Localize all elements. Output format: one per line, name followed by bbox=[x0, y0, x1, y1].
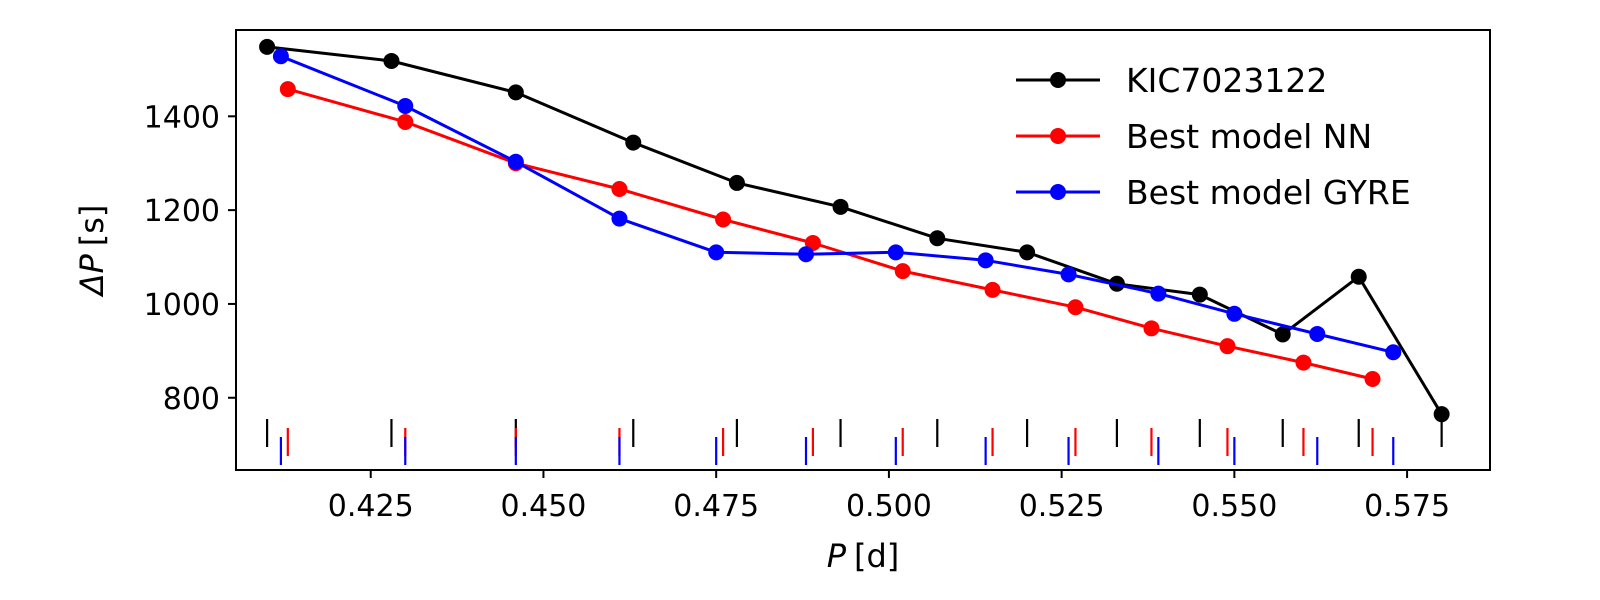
series-point-best-model-nn-1 bbox=[397, 113, 414, 130]
legend-label-best-model-nn: Best model NN bbox=[1126, 117, 1372, 156]
series-point-best-model-nn-9 bbox=[1143, 320, 1160, 337]
series-point-best-model-gyre-2 bbox=[507, 153, 524, 170]
series-point-best-model-gyre-10 bbox=[1226, 305, 1243, 322]
series-point-kic7023122-10 bbox=[1274, 326, 1291, 343]
series-point-kic7023122-7 bbox=[1019, 244, 1036, 261]
series-point-kic7023122-12 bbox=[1433, 406, 1450, 423]
y-axis: 800 1000 1200 1400 bbox=[144, 100, 236, 417]
x-tick-label-0: 0.425 bbox=[328, 489, 414, 524]
series-point-kic7023122-2 bbox=[507, 84, 524, 101]
y-tick-label-3: 1400 bbox=[144, 100, 220, 135]
series-point-best-model-nn-3 bbox=[611, 181, 628, 198]
y-axis-label: ΔP [s] bbox=[73, 205, 111, 299]
x-tick-label-5: 0.550 bbox=[1191, 489, 1277, 524]
series-point-kic7023122-0 bbox=[259, 38, 276, 55]
legend-marker-best-model-nn bbox=[1050, 128, 1066, 144]
series-point-best-model-nn-0 bbox=[279, 81, 296, 98]
y-axis-label-symbol: ΔP bbox=[73, 254, 111, 299]
legend-entry-best-model-gyre: Best model GYRE bbox=[1016, 173, 1411, 212]
series-point-best-model-gyre-5 bbox=[798, 246, 814, 263]
series-point-best-model-nn-10 bbox=[1219, 338, 1236, 355]
legend-entry-kic7023122: KIC7023122 bbox=[1016, 61, 1327, 100]
legend-entry-best-model-nn: Best model NN bbox=[1016, 117, 1372, 156]
series-point-best-model-nn-12 bbox=[1364, 370, 1381, 387]
y-tick-label-0: 800 bbox=[163, 382, 220, 417]
legend: KIC7023122 Best model NN Best model GYRE bbox=[1016, 61, 1411, 212]
x-axis-label-unit: [d] bbox=[854, 537, 899, 575]
x-axis: 0.425 0.450 0.475 0.500 0.525 0.550 0.575 bbox=[328, 470, 1450, 524]
x-tick-label-1: 0.450 bbox=[501, 489, 587, 524]
x-axis-label-symbol: P bbox=[827, 537, 847, 575]
series-point-best-model-gyre-9 bbox=[1150, 285, 1167, 302]
series-point-best-model-gyre-6 bbox=[887, 244, 904, 261]
series-point-best-model-nn-6 bbox=[894, 263, 911, 280]
plot-frame bbox=[235, 29, 1491, 471]
series-point-best-model-gyre-4 bbox=[708, 244, 725, 261]
series-point-best-model-gyre-11 bbox=[1309, 325, 1326, 342]
legend-label-kic7023122: KIC7023122 bbox=[1126, 61, 1327, 100]
series-point-best-model-nn-4 bbox=[715, 211, 732, 228]
y-tick-label-2: 1200 bbox=[144, 194, 220, 229]
legend-marker-best-model-gyre bbox=[1050, 184, 1066, 200]
x-tick-label-6: 0.575 bbox=[1364, 489, 1450, 524]
series-point-best-model-gyre-12 bbox=[1385, 344, 1402, 361]
x-axis-label: P [d] bbox=[827, 537, 900, 575]
legend-marker-kic7023122 bbox=[1050, 72, 1066, 88]
series-point-kic7023122-11 bbox=[1350, 268, 1367, 285]
x-tick-label-2: 0.475 bbox=[673, 489, 759, 524]
series-point-best-model-gyre-3 bbox=[611, 210, 628, 227]
series-point-best-model-gyre-7 bbox=[977, 252, 994, 269]
series-line-kic7023122 bbox=[266, 45, 1443, 415]
series-point-kic7023122-9 bbox=[1191, 286, 1208, 303]
series-point-kic7023122-5 bbox=[832, 198, 849, 215]
series-point-best-model-gyre-0 bbox=[272, 48, 289, 65]
x-tick-label-3: 0.500 bbox=[846, 489, 932, 524]
series-point-best-model-gyre-1 bbox=[397, 97, 414, 114]
series-point-kic7023122-4 bbox=[728, 174, 745, 191]
series-point-best-model-nn-8 bbox=[1067, 299, 1084, 316]
series-layer bbox=[259, 38, 1450, 423]
x-tick-label-4: 0.525 bbox=[1019, 489, 1105, 524]
series-point-best-model-nn-11 bbox=[1295, 354, 1312, 371]
y-axis-label-unit: [s] bbox=[73, 205, 111, 247]
series-point-kic7023122-6 bbox=[929, 230, 946, 247]
legend-label-best-model-gyre: Best model GYRE bbox=[1126, 173, 1411, 212]
series-point-best-model-gyre-8 bbox=[1060, 266, 1077, 283]
y-tick-label-1: 1000 bbox=[144, 288, 220, 323]
series-point-kic7023122-1 bbox=[383, 52, 400, 69]
series-point-best-model-nn-7 bbox=[984, 281, 1001, 298]
series-point-kic7023122-3 bbox=[625, 134, 642, 151]
period-marks bbox=[265, 419, 1443, 465]
